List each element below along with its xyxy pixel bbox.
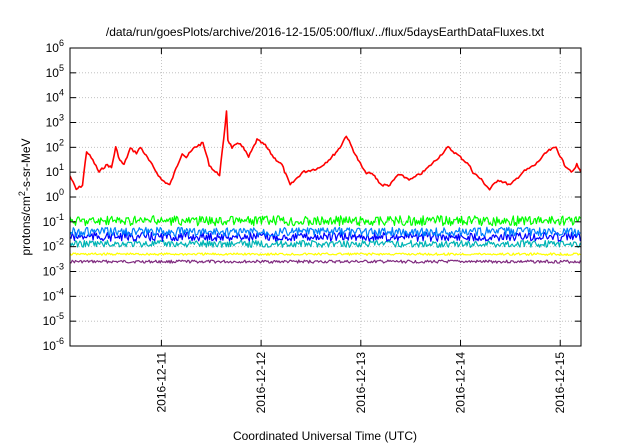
y-tick-label: 102	[46, 137, 64, 154]
x-axis-label: Coordinated Universal Time (UTC)	[233, 429, 417, 443]
y-tick-label: 100	[46, 187, 64, 204]
y-tick-label: 106	[46, 38, 64, 55]
grid-lines	[70, 48, 581, 346]
y-tick-label: 101	[46, 162, 64, 179]
x-tick-label: 2016-12-12	[254, 352, 268, 414]
y-tick-label: 10-2	[43, 237, 64, 254]
y-tick-label: 103	[46, 113, 64, 130]
y-tick-label: 10-4	[43, 286, 64, 303]
x-tick-label: 2016-12-13	[354, 352, 368, 414]
series-line	[70, 259, 581, 264]
y-tick-label: 10-6	[43, 336, 64, 353]
y-axis-label: protons/cm2-s-sr-MeV	[17, 138, 33, 255]
y-axis-label-suffix: -s-sr-MeV	[19, 138, 33, 191]
y-tick-label: 10-3	[43, 262, 64, 279]
y-tick-label: 104	[46, 88, 64, 105]
x-axis-ticks: 2016-12-11 2016-12-12 2016-12-13 2016-12-14…	[154, 48, 567, 413]
series-lines	[70, 110, 581, 264]
y-tick-label: 105	[46, 63, 64, 80]
series-line	[70, 110, 581, 191]
y-tick-label: 10-1	[43, 212, 64, 229]
x-tick-label: 2016-12-15	[553, 352, 567, 414]
series-line	[70, 252, 581, 256]
y-axis-ticks: 10-6 10-5 10-4 10-3 10-2 10-1 100 101 102 103 104 1…	[43, 38, 581, 353]
series-line	[70, 226, 581, 237]
y-axis-label-prefix: protons/cm	[19, 196, 33, 255]
series-line	[70, 239, 581, 248]
y-axis-label-sup: 2	[17, 191, 27, 196]
chart-title: /data/run/goesPlots/archive/2016-12-15/0…	[106, 25, 545, 39]
x-tick-label: 2016-12-11	[154, 352, 168, 413]
y-tick-label: 10-5	[43, 311, 64, 328]
series-line	[70, 231, 581, 242]
x-tick-label: 2016-12-14	[454, 352, 468, 414]
series-line	[70, 215, 581, 227]
